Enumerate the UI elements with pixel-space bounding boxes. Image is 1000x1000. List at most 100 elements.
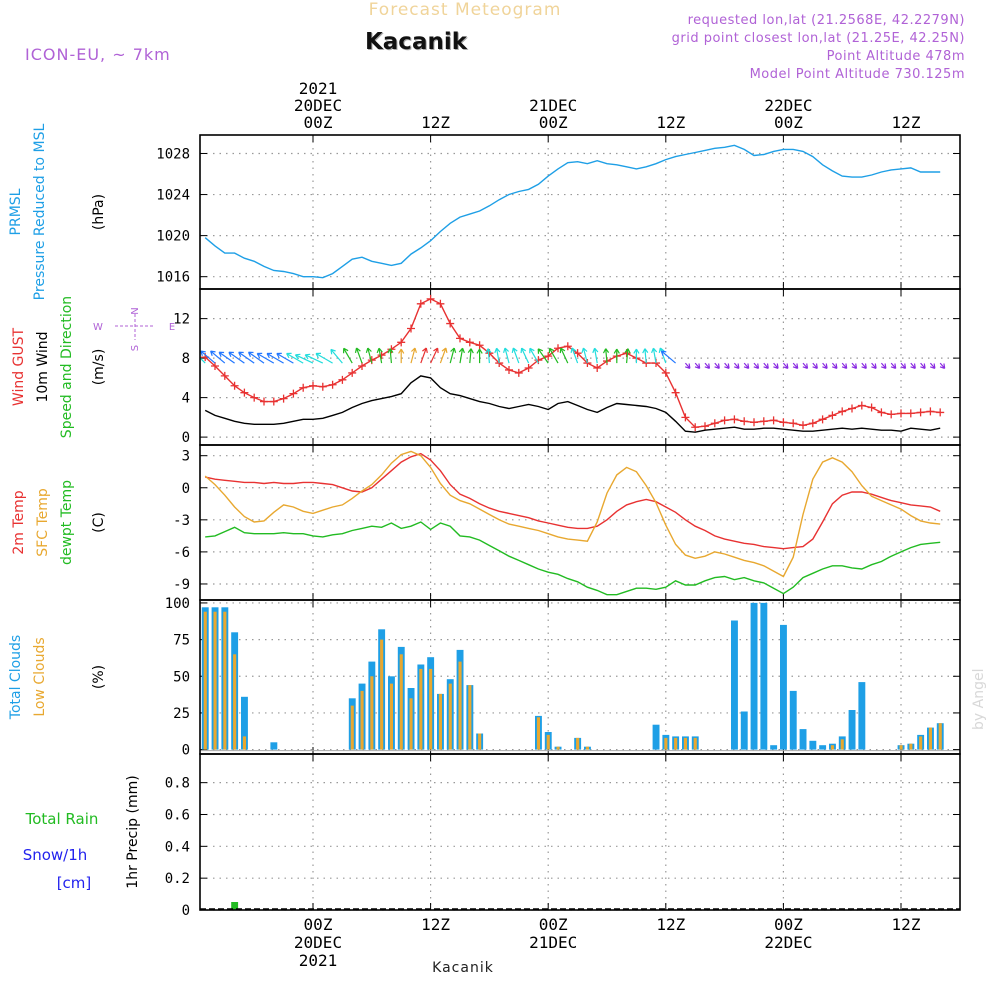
y-axis-label: [cm] [57,874,92,892]
wind-arrow [276,352,294,364]
wind-arrow [520,347,530,364]
bar-total [652,724,660,750]
bar-total [770,745,778,750]
gust-marker [348,368,357,377]
wind-arrow [812,362,818,369]
wind-arrow [476,348,483,364]
gust-marker [299,383,308,392]
wind-arrow [503,347,510,364]
bar-rain [231,902,239,910]
time-label-top: 22DEC [764,96,812,115]
y-tick-label: 0.8 [165,776,190,792]
bar-total [780,624,787,750]
time-label-bottom: 22DEC [764,933,812,952]
bar-low [546,734,550,750]
y-axis-label: Low Clouds [32,637,48,716]
wind-arrow [939,362,946,369]
bar-low [380,639,384,750]
wind-arrow [266,352,284,364]
gust-marker [475,341,484,350]
wind-arrow [642,348,649,364]
gust-marker [230,381,239,390]
time-label-bottom: 00Z [539,915,568,934]
gust-marker [877,408,886,417]
bar-low [585,746,589,750]
wind-arrow [581,347,588,364]
y-tick-label: 1020 [156,229,190,245]
y-axis-label: Total Rain [25,810,99,828]
wind-arrow [704,362,711,369]
gust-marker [769,416,778,425]
wind-arrow [684,362,691,369]
gust-marker [887,410,896,419]
bar-total [858,682,866,750]
wind-arrow [802,362,809,369]
wind-arrow [851,362,858,369]
series-sfc [204,450,941,578]
gust-marker [906,409,915,418]
wind-arrow [880,362,887,369]
footer-place: Kacanik [432,960,494,976]
bar-low [213,611,217,750]
bar-total [760,602,768,750]
gust-marker [279,394,288,403]
bar-low [664,737,668,750]
wind-arrow [247,351,265,364]
wind-arrow [792,362,799,369]
info-altitude: Point Altitude 478m [827,49,965,64]
gust-marker [318,382,327,391]
panel-1: 1016 1020 1024 1028 (hPa) PRMSL Pressure Reduc… [8,123,961,300]
bar-low [242,736,246,750]
wind-arrow [724,362,730,369]
y-axis-label: 2m Temp [11,490,27,554]
wind-arrow [559,347,569,364]
gust-marker [691,423,700,432]
bar-low [919,736,923,750]
y-axis-label: dewpt Temp [59,480,75,565]
series-line [204,144,941,279]
y-axis-label: PRMSL [8,188,24,235]
y-tick-label: 0 [182,743,190,759]
time-label-bottom: 20DEC [294,933,342,952]
bar-low [409,698,413,750]
y-tick-label: 0.4 [165,839,190,855]
gust-marker [573,349,582,358]
time-label-bottom: 2021 [299,951,338,970]
time-label-bottom: 12Z [656,915,685,934]
y-tick-label: -3 [173,513,190,529]
bar-total [848,710,856,750]
time-label-bottom: 12Z [892,915,921,934]
gust-marker [269,397,278,406]
y-axis-unit: (%) [91,665,107,689]
wind-arrow [304,353,324,364]
bar-low [840,739,844,750]
gust-marker [397,338,406,347]
gust-marker [808,419,817,428]
wind-arrow [920,362,926,369]
bar-total [809,740,817,750]
time-label-bottom: 21DEC [529,933,577,952]
gust-marker [416,299,425,308]
time-label-top: 20DEC [294,96,342,115]
time-label-bottom: 00Z [304,915,333,934]
wind-arrow [439,347,448,364]
gust-marker [759,417,768,426]
gust-marker [828,411,837,420]
bar-low [399,654,403,750]
y-axis-label: Wind GUST [11,327,27,406]
gust-marker [710,419,719,428]
y-axis-unit: (C) [91,512,107,533]
wind-arrow [315,352,333,364]
bar-low [674,737,678,750]
gust-marker [779,418,788,427]
gust-marker [456,334,464,343]
plot-area [204,144,941,279]
wind-arrow [633,348,640,364]
gust-marker [563,342,572,351]
bar-total [750,602,758,750]
wind-arrow [256,352,275,364]
wind-arrow [624,348,631,364]
gust-marker [211,362,219,371]
wind-arrow [890,362,897,369]
